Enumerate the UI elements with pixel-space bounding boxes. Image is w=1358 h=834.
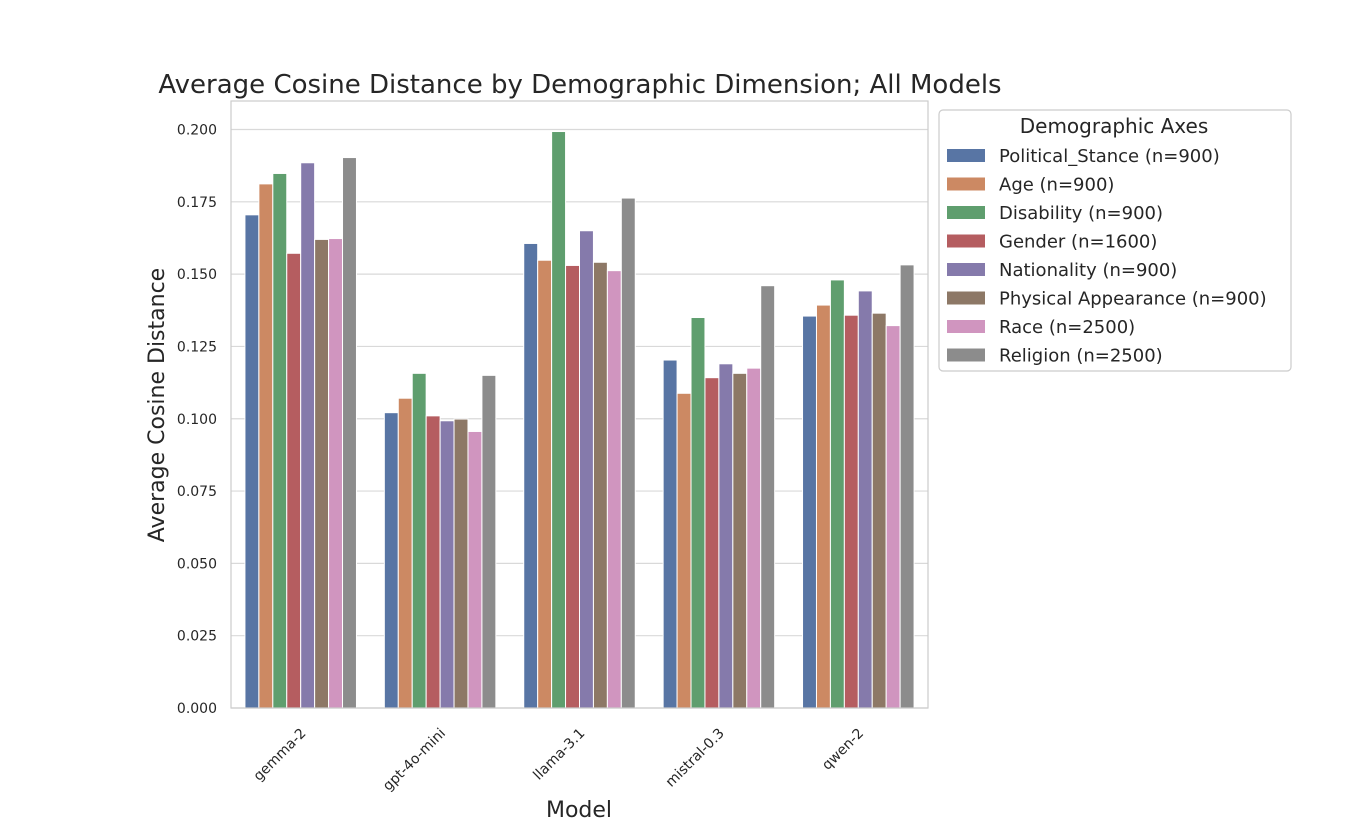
- bar: [718, 363, 734, 709]
- bar: [551, 131, 567, 709]
- bar: [300, 162, 316, 709]
- legend-label: Religion (n=2500): [999, 346, 1163, 367]
- x-axis-label: Model: [546, 798, 612, 823]
- y-tick-labels: 0.000 0.025 0.050 0.075 0.100 0.125 0.150 0.175…: [177, 123, 217, 718]
- legend-items: Political_Stance (n=900) Age (n=900) Disab…: [947, 146, 1267, 367]
- legend-label: Age (n=900): [999, 175, 1114, 196]
- x-tick-label: gemma-2: [251, 726, 310, 785]
- bar: [829, 279, 845, 709]
- bar: [857, 290, 873, 709]
- bar: [467, 430, 483, 709]
- bar: [704, 377, 720, 709]
- legend-swatch: [947, 320, 985, 333]
- bar: [899, 264, 915, 709]
- legend-swatch: [947, 234, 985, 248]
- bar: [690, 317, 706, 709]
- legend-label: Disability (n=900): [999, 203, 1163, 224]
- bar: [537, 259, 553, 709]
- bar: [579, 230, 594, 709]
- bar: [815, 304, 831, 709]
- legend-swatch: [947, 177, 985, 191]
- legend-label: Race (n=2500): [999, 317, 1135, 338]
- legend-label: Political_Stance (n=900): [999, 146, 1220, 167]
- legend-swatch: [947, 348, 985, 362]
- bar: [272, 172, 288, 709]
- bar: [397, 397, 413, 709]
- legend-swatch: [947, 206, 985, 219]
- bar: [606, 270, 622, 709]
- bar: [843, 314, 859, 709]
- bar: [746, 367, 762, 709]
- bar: [676, 392, 692, 709]
- y-tick-label: 0.075: [177, 484, 217, 500]
- bar: [342, 157, 357, 709]
- chart-title: Average Cosine Distance by Demographic D…: [158, 70, 1001, 100]
- y-tick-label: 0.000: [177, 701, 217, 717]
- y-tick-label: 0.175: [177, 195, 217, 211]
- legend-title: Demographic Axes: [1020, 114, 1209, 138]
- y-tick-label: 0.200: [177, 123, 217, 139]
- bar: [244, 214, 260, 709]
- x-tick-label: gpt-4o-mini: [380, 726, 449, 795]
- legend-swatch: [947, 263, 985, 276]
- bar: [523, 242, 539, 709]
- legend-box: [938, 109, 1292, 372]
- bars: [244, 131, 915, 709]
- bar: [314, 238, 330, 709]
- bar: [439, 420, 455, 709]
- x-tick-label: mistral-0.3: [663, 726, 728, 791]
- legend: Demographic Axes Political_Stance (n=900…: [938, 109, 1292, 372]
- y-tick-label: 0.050: [177, 556, 217, 572]
- legend-swatch: [947, 149, 985, 162]
- y-axis-label: Average Cosine Distance: [145, 268, 170, 542]
- plot-area-frame: [230, 100, 929, 709]
- bar: [620, 197, 636, 709]
- x-tick-labels: gemma-2 gpt-4o-mini llama-3.1 mistral-0.3 qw…: [251, 726, 868, 795]
- legend-swatch: [947, 291, 985, 305]
- bar: [732, 372, 748, 709]
- legend-label: Physical Appearance (n=900): [999, 289, 1267, 310]
- bar: [258, 183, 274, 709]
- legend-label: Gender (n=1600): [999, 232, 1157, 253]
- bar: [760, 285, 776, 709]
- legend-label: Nationality (n=900): [999, 260, 1177, 281]
- y-tick-label: 0.150: [177, 267, 217, 283]
- bar: [286, 252, 302, 709]
- bar: [328, 238, 344, 709]
- bar: [802, 315, 817, 709]
- bar: [453, 418, 469, 709]
- bar: [885, 325, 901, 709]
- y-tick-label: 0.100: [177, 412, 217, 428]
- bar: [565, 264, 580, 709]
- bar: [411, 372, 427, 709]
- bar: [592, 261, 608, 709]
- y-tick-label: 0.025: [177, 629, 217, 645]
- bar: [383, 412, 399, 709]
- bar: [425, 415, 441, 709]
- bar: [662, 359, 678, 709]
- bar: [481, 374, 497, 709]
- y-tick-label: 0.125: [177, 339, 217, 355]
- x-tick-label: llama-3.1: [530, 726, 588, 784]
- bar: [871, 312, 887, 709]
- x-tick-label: qwen-2: [819, 726, 867, 774]
